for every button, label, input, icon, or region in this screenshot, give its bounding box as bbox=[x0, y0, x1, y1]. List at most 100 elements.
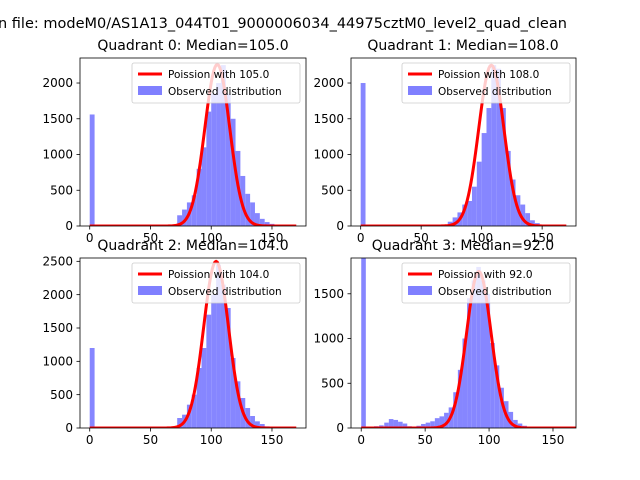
x-tick-label: 0 bbox=[357, 231, 365, 245]
plot-area bbox=[361, 258, 576, 428]
legend-bar-swatch bbox=[138, 86, 162, 95]
histogram-bar bbox=[220, 65, 226, 226]
histogram-bar bbox=[388, 419, 394, 428]
x-tick-label: 150 bbox=[261, 433, 284, 447]
histogram-bar bbox=[434, 418, 440, 428]
histogram-bar bbox=[490, 343, 495, 428]
axes-frame bbox=[350, 57, 577, 227]
histogram-bar bbox=[476, 161, 482, 226]
histogram-bar bbox=[225, 93, 231, 226]
legend-label-observed: Observed distribution bbox=[438, 286, 552, 298]
y-tick-label: 1500 bbox=[313, 287, 344, 301]
histogram-bar bbox=[235, 381, 241, 428]
legend: Poission with 104.0 Observed distribution bbox=[131, 262, 301, 304]
legend-box bbox=[131, 62, 301, 104]
histogram-bar bbox=[206, 111, 212, 226]
x-tick-label: 50 bbox=[143, 231, 158, 245]
x-tick-label: 100 bbox=[478, 433, 501, 447]
histogram-bar bbox=[230, 358, 236, 428]
histogram-bar bbox=[499, 387, 504, 428]
poisson-curve bbox=[361, 269, 576, 428]
legend-label-observed: Observed distribution bbox=[438, 86, 552, 98]
x-tick-label: 0 bbox=[86, 231, 94, 245]
histogram-bar bbox=[186, 404, 192, 428]
subplot-title: Quadrant 3: Median=92.0 bbox=[372, 238, 554, 254]
histogram-bar bbox=[360, 83, 366, 226]
histogram-bar bbox=[393, 419, 399, 428]
histogram-bar bbox=[453, 392, 458, 428]
plot-area bbox=[360, 63, 567, 226]
histogram-bar bbox=[245, 193, 251, 226]
legend: Poission with 92.0 Observed distribution bbox=[401, 262, 571, 304]
x-tick-label: 50 bbox=[143, 433, 158, 447]
histogram-bar bbox=[462, 338, 468, 428]
histogram-bar bbox=[520, 204, 526, 226]
y-tick-label: 1000 bbox=[42, 148, 73, 162]
y-tick-label: 0 bbox=[336, 219, 344, 233]
histogram-bar bbox=[471, 280, 477, 428]
histogram-bar bbox=[513, 419, 518, 428]
histogram-bar bbox=[494, 365, 500, 428]
y-tick-label: 500 bbox=[50, 183, 73, 197]
y-tick-label: 2500 bbox=[42, 255, 73, 269]
histogram-bar bbox=[425, 422, 431, 428]
histogram-bar bbox=[196, 368, 202, 428]
histogram-bar bbox=[89, 114, 95, 226]
subplot-title: Quadrant 0: Median=105.0 bbox=[97, 38, 288, 54]
histogram-bar bbox=[191, 195, 197, 226]
histogram-bar bbox=[481, 133, 487, 226]
histogram-bar bbox=[177, 418, 183, 428]
x-tick-label: 50 bbox=[414, 231, 429, 245]
histogram-bar bbox=[476, 266, 481, 428]
y-tick-label: 500 bbox=[50, 388, 73, 402]
histogram-bar bbox=[361, 258, 366, 428]
histogram-bar bbox=[430, 421, 435, 428]
histogram-bar bbox=[384, 422, 389, 428]
axes-frame bbox=[79, 57, 307, 227]
legend-bar-swatch bbox=[408, 286, 432, 295]
legend-box bbox=[131, 262, 301, 304]
histogram-bar bbox=[421, 423, 426, 428]
histogram-bar bbox=[201, 348, 207, 428]
histogram-bar bbox=[517, 423, 523, 428]
y-tick-label: 1500 bbox=[313, 112, 344, 126]
histogram-bar bbox=[182, 209, 187, 226]
legend-bar-swatch bbox=[138, 286, 162, 295]
histogram-bar bbox=[508, 411, 514, 428]
poisson-curve bbox=[360, 63, 567, 226]
histogram-bar bbox=[254, 213, 260, 226]
y-tick-label: 0 bbox=[336, 421, 344, 435]
histogram-bar bbox=[250, 416, 255, 428]
legend-label-poisson: Poission with 104.0 bbox=[168, 269, 269, 281]
histogram-bar bbox=[501, 108, 506, 226]
histogram-bar bbox=[191, 394, 197, 428]
histogram-bar bbox=[452, 217, 458, 226]
histogram-bar bbox=[480, 280, 486, 428]
histogram-bar bbox=[216, 83, 221, 226]
histogram-bar bbox=[485, 293, 491, 428]
y-tick-label: 2000 bbox=[42, 288, 73, 302]
histogram-bar bbox=[225, 308, 231, 428]
histogram-bar bbox=[467, 200, 472, 226]
legend-label-poisson: Poission with 92.0 bbox=[438, 269, 533, 281]
x-tick-label: 0 bbox=[357, 433, 365, 447]
histogram-bar bbox=[402, 423, 408, 428]
subplot-title: Quadrant 1: Median=108.0 bbox=[367, 38, 558, 54]
histogram-bar bbox=[220, 284, 226, 428]
histogram-bar bbox=[250, 202, 255, 226]
axes-frame bbox=[350, 257, 577, 429]
histogram-bar bbox=[462, 204, 468, 226]
histogram-bar bbox=[245, 408, 251, 428]
legend-box bbox=[401, 262, 571, 304]
legend: Poission with 105.0 Observed distribution bbox=[131, 62, 301, 104]
y-tick-label: 500 bbox=[321, 183, 344, 197]
histogram-bar bbox=[505, 150, 511, 226]
histogram-bar bbox=[264, 222, 270, 226]
histogram-bar bbox=[254, 421, 260, 428]
histogram-bar bbox=[206, 314, 212, 428]
subplot-title: Quadrant 2: Median=104.0 bbox=[97, 238, 288, 254]
x-tick-label: 100 bbox=[470, 231, 493, 245]
histogram-bar bbox=[444, 412, 449, 428]
